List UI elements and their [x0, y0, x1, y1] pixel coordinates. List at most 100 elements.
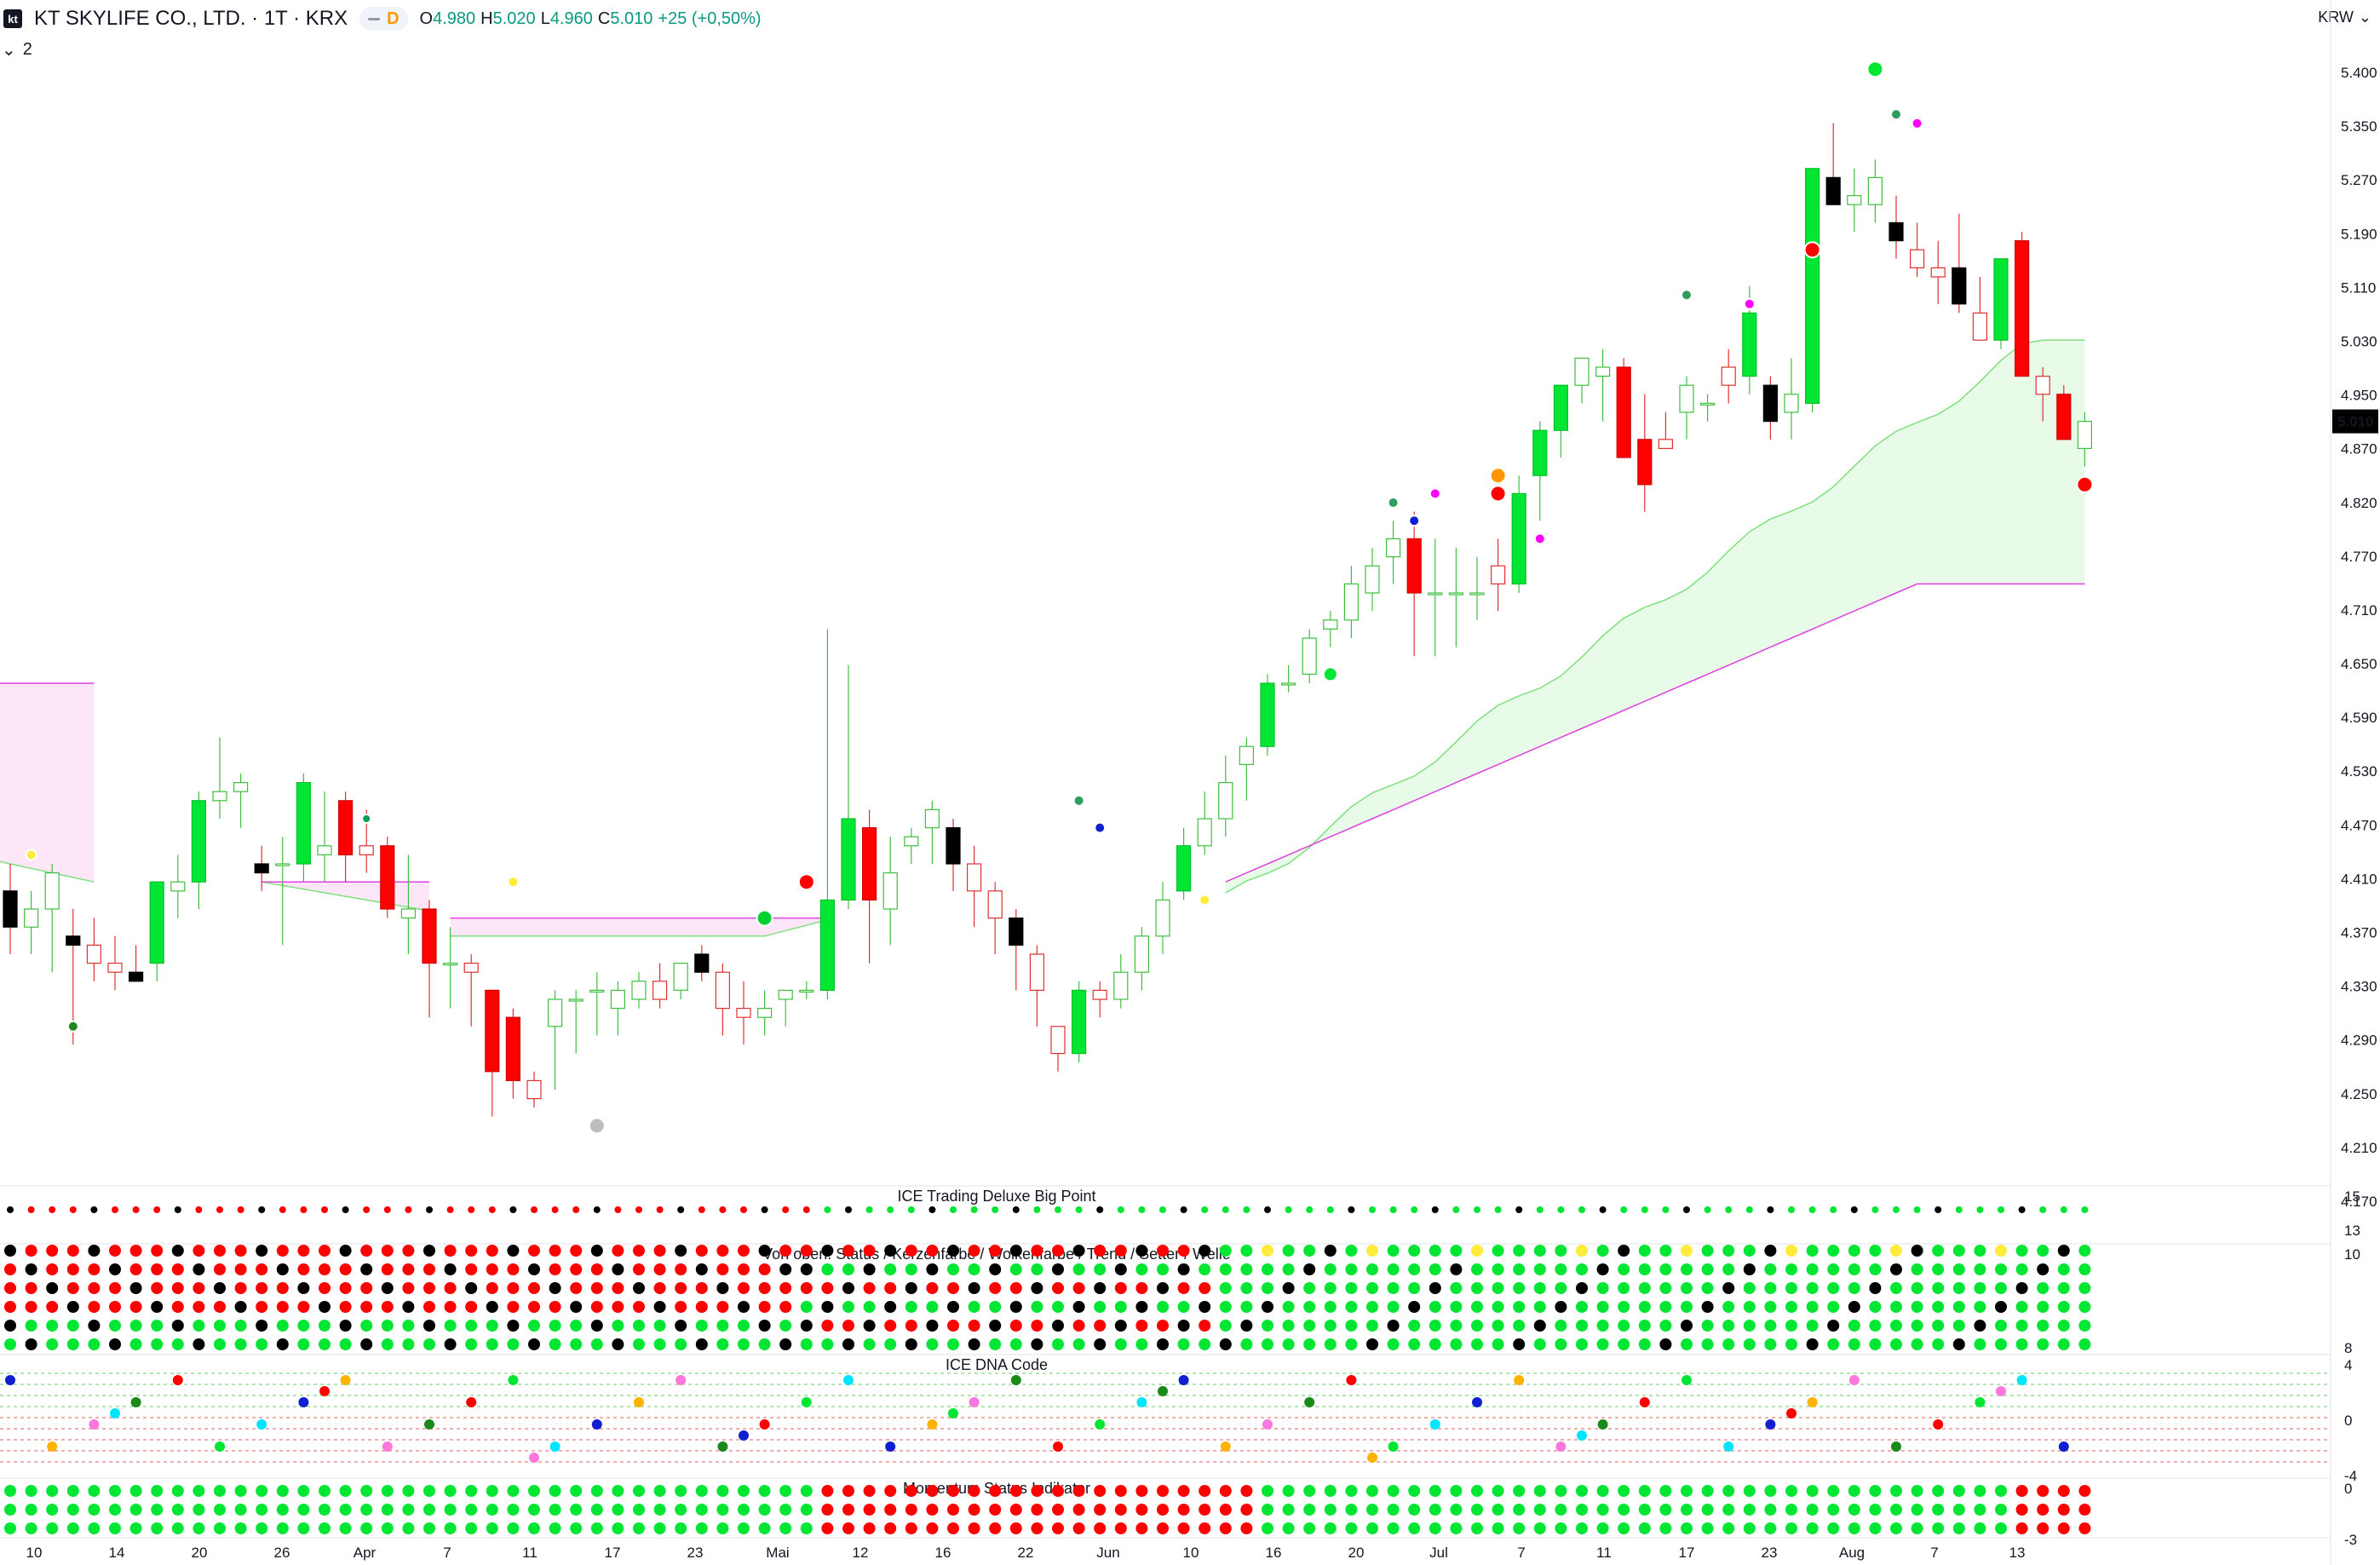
- momentum-dot: [4, 1504, 16, 1516]
- candle: [296, 774, 311, 883]
- time-tick-label: 11: [522, 1545, 538, 1561]
- candle-body: [1343, 583, 1360, 621]
- status-dot: [1429, 1245, 1441, 1257]
- momentum-dot: [758, 1485, 771, 1497]
- status-dot: [1240, 1245, 1253, 1257]
- big-point-dot: [1871, 1206, 1879, 1213]
- momentum-dot: [1282, 1485, 1295, 1497]
- green-cloud: [1225, 340, 2085, 893]
- status-dot: [1345, 1282, 1358, 1294]
- momentum-dot: [1450, 1485, 1463, 1497]
- momentum-dot: [444, 1522, 457, 1534]
- signal-dot: [1199, 894, 1211, 906]
- big-point-dot: [153, 1206, 161, 1213]
- status-dot: [528, 1301, 540, 1313]
- status-dot: [1262, 1320, 1273, 1332]
- status-dot: [549, 1263, 561, 1275]
- status-dot: [1722, 1245, 1735, 1257]
- big-point-dot: [1201, 1206, 1209, 1213]
- momentum-dot: [1303, 1485, 1316, 1497]
- status-dot: [297, 1338, 310, 1350]
- pane-scale-label: 8: [2344, 1340, 2352, 1356]
- momentum-dot: [633, 1485, 645, 1497]
- momentum-dot: [1952, 1485, 1965, 1497]
- status-dot: [1094, 1320, 1107, 1332]
- status-dot: [1596, 1282, 1609, 1294]
- status-dot: [1408, 1263, 1421, 1275]
- status-dot: [1869, 1338, 1882, 1350]
- momentum-dot: [151, 1504, 164, 1516]
- status-dot: [1303, 1282, 1316, 1294]
- status-dot: [319, 1301, 331, 1313]
- status-dot: [1911, 1320, 1923, 1332]
- status-dot: [1450, 1282, 1463, 1294]
- momentum-dot: [884, 1504, 897, 1516]
- status-dot: [1681, 1282, 1693, 1294]
- status-pill[interactable]: D: [359, 7, 408, 31]
- status-dot: [800, 1338, 813, 1350]
- candle-body: [1406, 538, 1422, 594]
- status-dot: [1072, 1320, 1085, 1332]
- status-dot: [1596, 1245, 1609, 1257]
- big-point-dot: [363, 1206, 371, 1213]
- momentum-dot: [151, 1485, 164, 1497]
- status-dot: [1450, 1320, 1463, 1332]
- currency-selector[interactable]: KRW ⌄: [2318, 9, 2371, 26]
- status-dot: [1324, 1338, 1337, 1350]
- candle-body: [1762, 384, 1778, 423]
- candle-body: [1511, 492, 1526, 585]
- candle-body: [422, 908, 437, 964]
- candle-body: [86, 944, 102, 964]
- status-dot: [1199, 1245, 1211, 1257]
- status-dot: [1701, 1263, 1714, 1275]
- candle: [2056, 385, 2072, 440]
- momentum-dot: [947, 1522, 959, 1534]
- status-dot: [1492, 1301, 1504, 1313]
- status-dot: [66, 1338, 79, 1350]
- status-dot: [1638, 1263, 1651, 1275]
- time-tick-label: 20: [192, 1545, 208, 1561]
- big-point-dot: [69, 1206, 77, 1213]
- momentum-dot: [612, 1522, 624, 1534]
- momentum-dot: [2037, 1485, 2049, 1497]
- candle-body: [505, 1016, 521, 1081]
- status-dot: [1387, 1320, 1400, 1332]
- symbol-title[interactable]: KT SKYLIFE CO., LTD. · 1T · KRX: [34, 7, 348, 30]
- momentum-dot: [1869, 1485, 1882, 1497]
- status-dot: [1827, 1301, 1840, 1313]
- dna-dot: [1136, 1397, 1147, 1407]
- status-dot: [486, 1263, 498, 1275]
- big-point-dot: [27, 1206, 35, 1213]
- status-dot: [1450, 1338, 1463, 1350]
- big-point-dot: [719, 1206, 727, 1213]
- status-dot: [129, 1245, 142, 1257]
- status-dot: [1952, 1301, 1965, 1313]
- candle: [861, 809, 877, 964]
- status-dot: [234, 1301, 247, 1313]
- candle: [1888, 195, 1904, 259]
- status-dot: [2078, 1263, 2091, 1275]
- status-dot: [1743, 1338, 1756, 1350]
- status-dot: [25, 1282, 37, 1294]
- status-dot: [1890, 1320, 1902, 1332]
- indicator-toggle[interactable]: ⌄ 2: [2, 39, 32, 60]
- status-dot: [779, 1320, 792, 1332]
- status-dot: [2078, 1282, 2091, 1294]
- big-point-dot: [761, 1206, 768, 1213]
- status-dot: [800, 1245, 813, 1257]
- momentum-dot: [444, 1504, 457, 1516]
- symbol-logo[interactable]: kt: [3, 9, 22, 28]
- big-point-dot: [1934, 1206, 1942, 1213]
- big-point-dot: [551, 1206, 559, 1213]
- momentum-dot: [402, 1485, 415, 1497]
- status-dot: [360, 1245, 373, 1257]
- momentum-dot: [863, 1522, 876, 1534]
- status-dot: [758, 1338, 771, 1350]
- dna-dot: [1682, 1375, 1692, 1385]
- status-dot: [1701, 1320, 1714, 1332]
- status-dot: [612, 1301, 624, 1313]
- momentum-dot: [46, 1522, 59, 1534]
- status-dot: [716, 1245, 729, 1257]
- status-dot: [297, 1245, 310, 1257]
